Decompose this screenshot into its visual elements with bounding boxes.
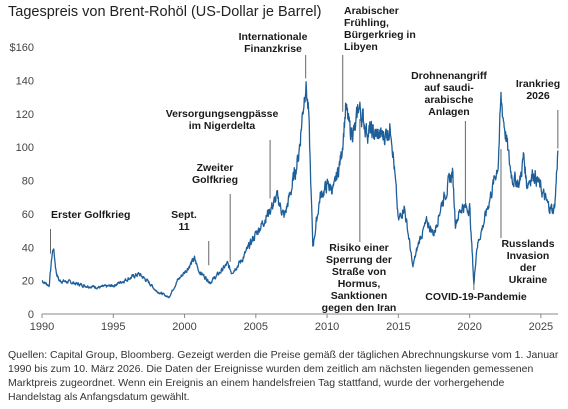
y-tick-label: 40: [22, 242, 34, 254]
x-tick-label: 2000: [172, 321, 196, 333]
y-tick-label: 60: [22, 209, 34, 221]
event-annotation-label: Hormus,: [338, 278, 381, 290]
event-annotation-label: Anlagen: [428, 106, 469, 118]
event-annotation-label: Arabischer: [344, 5, 399, 17]
event-annotation-label: Ukraine: [509, 274, 548, 286]
price-line: [41, 81, 559, 299]
event-annotation-label: Risiko einer: [329, 242, 389, 254]
x-tick-label: 2005: [244, 321, 268, 333]
event-annotation-label: Straße von: [332, 266, 386, 278]
x-tick-label: 1995: [101, 321, 125, 333]
event-annotation-label: Versorgungsengpässe: [166, 108, 279, 120]
y-tick-label: $160: [10, 42, 34, 54]
y-tick-label: 0: [28, 309, 34, 321]
event-annotation-label: Bürgerkrieg in: [344, 29, 416, 41]
event-annotation-label: Frühling,: [344, 17, 389, 29]
source-footnote: Quellen: Capital Group, Bloomberg. Gezei…: [8, 349, 559, 403]
event-annotation-label: 11: [178, 221, 189, 233]
event-annotation-label: im Nigerdelta: [189, 120, 256, 132]
event-annotation-label: Invasion: [507, 250, 550, 262]
event-annotation-label: 2026: [526, 90, 550, 102]
event-annotation-label: Zweiter: [197, 162, 234, 174]
x-tick-label: 2010: [315, 321, 339, 333]
event-annotation-label: Irankrieg: [516, 78, 560, 90]
event-annotation-label: arabische: [424, 94, 473, 106]
event-annotation-label: Libyen: [344, 41, 378, 53]
x-tick-label: 2025: [529, 321, 553, 333]
y-tick-label: 120: [16, 109, 34, 121]
event-annotation-label: Sperrung der: [326, 254, 392, 266]
chart-title: Tagespreis von Brent-Rohöl (US-Dollar je…: [8, 4, 322, 20]
event-annotation-label: gegen den Iran: [322, 302, 397, 314]
y-tick-label: 20: [22, 276, 34, 288]
event-annotation-label: Sanktionen: [331, 290, 388, 302]
event-annotation-label: der: [520, 262, 536, 274]
event-annotation-label: COVID-19-Pandemie: [425, 291, 527, 303]
x-tick-label: 1990: [30, 321, 54, 333]
event-annotation-label: Golfkrieg: [192, 174, 238, 186]
x-tick-label: 2020: [457, 321, 481, 333]
event-annotation-label: Russlands: [501, 238, 554, 250]
event-annotation-label: auf saudi-: [424, 82, 474, 94]
event-annotation-label: Internationale: [239, 31, 308, 43]
brent-price-chart: 1990 1995 2000 2005 2010 2015 2020 2025 0 20 40 60 8…: [10, 5, 561, 333]
y-tick-label: 140: [16, 75, 34, 87]
x-tick-label: 2015: [386, 321, 410, 333]
y-tick-label: 80: [22, 176, 34, 188]
y-tick-label: 100: [16, 142, 34, 154]
event-annotation-label: Erster Golfkrieg: [51, 209, 130, 221]
event-annotation-label: Sept.: [171, 209, 197, 221]
event-annotation-label: Finanzkrise: [244, 43, 302, 55]
event-annotation-label: Drohnenangriff: [411, 70, 487, 82]
